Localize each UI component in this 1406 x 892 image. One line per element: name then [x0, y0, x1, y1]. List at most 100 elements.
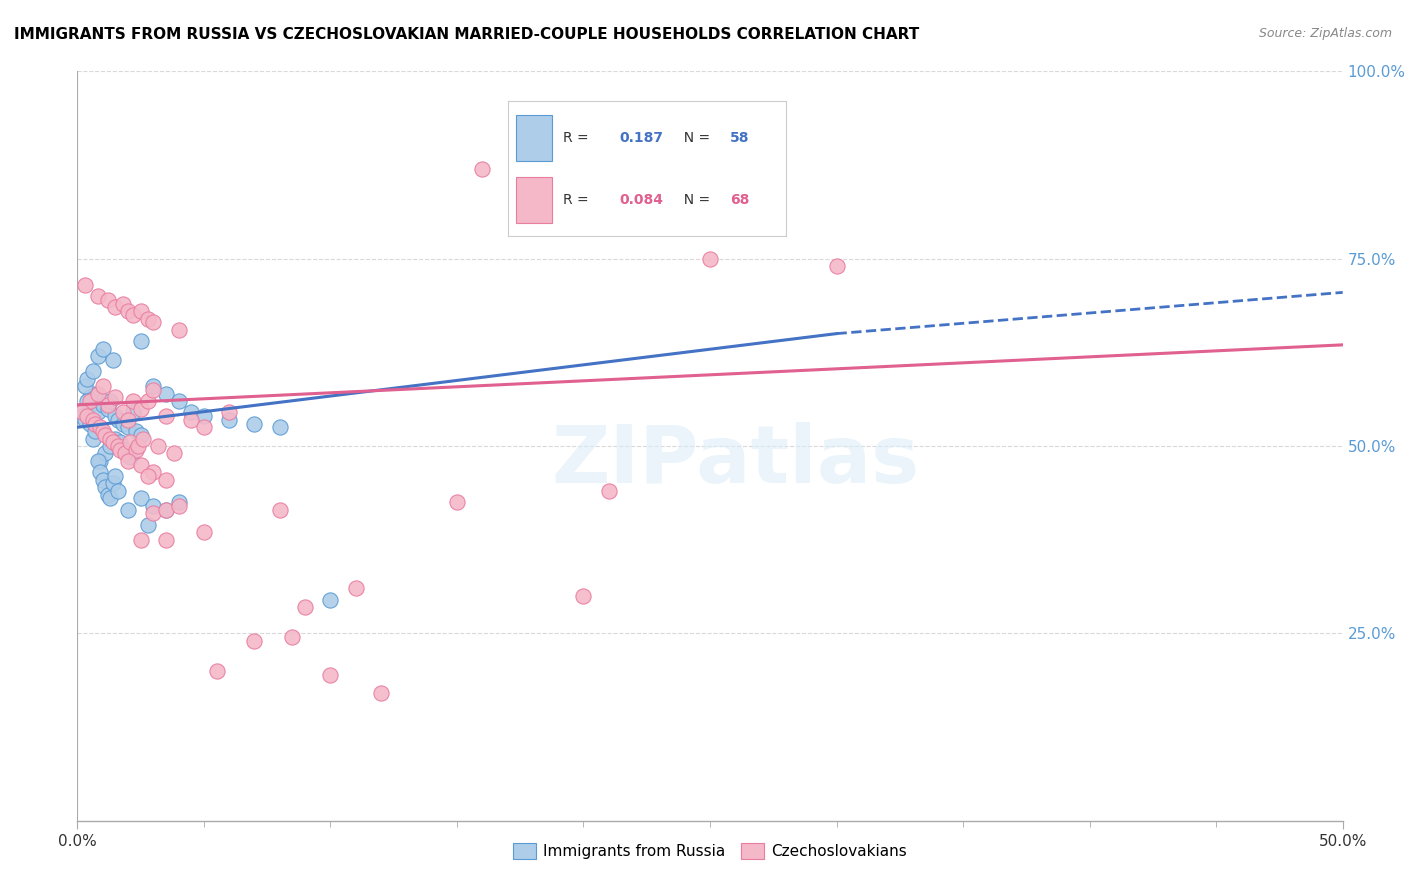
Point — [104, 469, 127, 483]
Point — [344, 582, 367, 596]
Point — [167, 495, 190, 509]
Point — [699, 252, 721, 266]
Point — [114, 442, 136, 457]
Point — [72, 405, 94, 419]
Point — [148, 439, 170, 453]
Point — [167, 323, 190, 337]
Point — [129, 491, 152, 506]
Point — [471, 161, 494, 176]
Point — [91, 398, 114, 412]
Point — [129, 427, 152, 442]
Point — [91, 424, 114, 438]
Point — [155, 386, 177, 401]
Point — [155, 502, 177, 516]
Point — [101, 476, 124, 491]
Point — [155, 533, 177, 547]
Point — [129, 533, 152, 547]
Point — [124, 424, 146, 438]
Point — [104, 409, 127, 423]
Point — [136, 394, 159, 409]
Point — [446, 495, 468, 509]
Point — [136, 311, 159, 326]
Point — [117, 454, 139, 468]
Point — [91, 342, 114, 356]
Point — [117, 502, 139, 516]
Point — [91, 379, 114, 393]
Point — [86, 349, 108, 363]
Point — [572, 589, 595, 603]
Point — [129, 458, 152, 472]
Point — [98, 432, 121, 446]
Point — [142, 465, 165, 479]
Point — [73, 413, 96, 427]
Point — [86, 405, 108, 419]
Point — [76, 409, 98, 423]
Legend: Immigrants from Russia, Czechoslovakians: Immigrants from Russia, Czechoslovakians — [506, 838, 914, 865]
Point — [79, 417, 101, 431]
Point — [120, 435, 142, 450]
Point — [82, 364, 104, 378]
Point — [94, 427, 117, 442]
Point — [107, 483, 129, 498]
Point — [129, 304, 152, 318]
Point — [167, 499, 190, 513]
Point — [124, 442, 146, 457]
Point — [205, 664, 228, 678]
Point — [104, 390, 127, 404]
Point — [117, 304, 139, 318]
Point — [101, 435, 124, 450]
Point — [89, 465, 111, 479]
Point — [97, 398, 120, 412]
Point — [142, 379, 165, 393]
Point — [180, 405, 202, 419]
Point — [193, 420, 215, 434]
Point — [73, 277, 96, 292]
Point — [84, 417, 107, 431]
Point — [79, 394, 101, 409]
Point — [110, 442, 132, 457]
Point — [97, 488, 120, 502]
Point — [129, 334, 152, 348]
Point — [97, 401, 120, 416]
Point — [86, 386, 108, 401]
Point — [136, 517, 159, 532]
Point — [281, 630, 304, 644]
Point — [104, 301, 127, 315]
Point — [76, 371, 98, 385]
Point — [107, 439, 129, 453]
Point — [142, 315, 165, 329]
Point — [86, 454, 108, 468]
Point — [319, 667, 342, 681]
Point — [127, 439, 149, 453]
Point — [104, 432, 127, 446]
Point — [218, 405, 240, 419]
Point — [155, 409, 177, 423]
Point — [132, 432, 155, 446]
Point — [243, 417, 266, 431]
Point — [155, 473, 177, 487]
Point — [319, 592, 342, 607]
Point — [89, 420, 111, 434]
Point — [76, 394, 98, 409]
Point — [162, 446, 184, 460]
Point — [193, 409, 215, 423]
Point — [84, 386, 107, 401]
Point — [122, 394, 145, 409]
Point — [91, 473, 114, 487]
Point — [269, 502, 291, 516]
Point — [84, 424, 107, 438]
Point — [142, 507, 165, 521]
Point — [155, 502, 177, 516]
Point — [117, 420, 139, 434]
Point — [193, 525, 215, 540]
Point — [98, 439, 121, 453]
Point — [370, 686, 392, 700]
Point — [243, 633, 266, 648]
Point — [117, 413, 139, 427]
Point — [72, 409, 94, 423]
Point — [111, 417, 134, 431]
Point — [110, 435, 132, 450]
Point — [136, 469, 159, 483]
Point — [180, 413, 202, 427]
Point — [86, 289, 108, 303]
